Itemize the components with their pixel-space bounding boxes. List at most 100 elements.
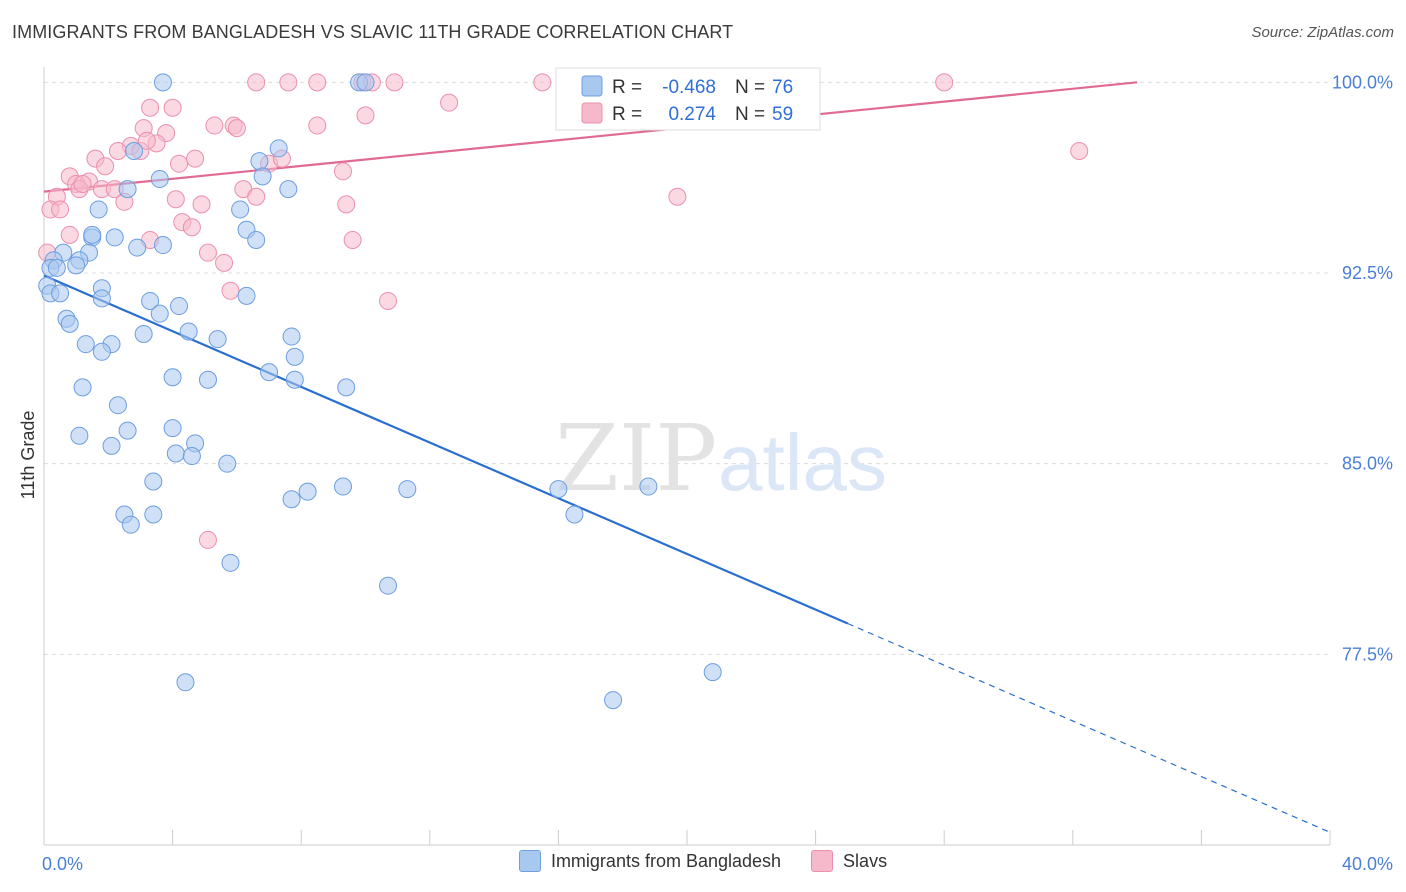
bangladesh-point-23	[47, 258, 66, 277]
bangladesh-point-40	[76, 335, 95, 354]
bangladesh-point-55	[102, 436, 121, 455]
bangladesh-point-29	[92, 289, 111, 308]
bangladesh-point-47	[285, 370, 304, 389]
legend-swatch-bangladesh-bottom	[518, 850, 541, 872]
bangladesh-point-48	[337, 378, 356, 397]
bangladesh-point-64	[639, 477, 658, 496]
y-tick-label-3: 77.5%	[1342, 644, 1393, 664]
bangladesh-point-75	[83, 225, 102, 244]
bangladesh-point-34	[60, 314, 79, 333]
bangladesh-point-14	[105, 228, 124, 247]
bangladesh-point-45	[163, 368, 182, 387]
bangladesh-point-35	[150, 304, 169, 323]
slavs-point-5	[385, 73, 404, 92]
bangladesh-point-59	[298, 482, 317, 501]
bangladesh-point-69	[221, 553, 240, 572]
bangladesh-point-10	[89, 200, 108, 219]
bangladesh-point-5	[250, 152, 269, 171]
slavs-point-7	[935, 73, 954, 92]
bangladesh-point-9	[118, 180, 137, 199]
legend-item-bangladesh: Immigrants from Bangladesh	[518, 850, 782, 872]
bangladesh-point-46	[198, 370, 217, 389]
bangladesh-point-49	[73, 378, 92, 397]
slavs-point-6	[533, 73, 552, 92]
legend-swatch-slavs	[581, 102, 603, 124]
slavs-point-38	[166, 190, 185, 209]
slavs-point-26	[170, 154, 189, 173]
slavs-point-41	[192, 195, 211, 214]
legend-n-value-1: 59	[772, 104, 793, 125]
bangladesh-point-60	[333, 477, 352, 496]
bangladesh-point-52	[118, 421, 137, 440]
slavs-point-44	[51, 200, 70, 219]
slavs-point-40	[337, 195, 356, 214]
series-bangladesh-points	[38, 73, 722, 710]
source-label: Source: ZipAtlas.com	[1251, 24, 1394, 41]
bangladesh-point-44	[260, 363, 279, 382]
legend-item-slavs: Slavs	[811, 850, 887, 872]
bangladesh-point-74	[182, 447, 201, 466]
slavs-point-42	[668, 187, 687, 206]
slavs-point-56	[1070, 141, 1089, 160]
bangladesh-point-57	[218, 454, 237, 473]
legend-swatch-bangladesh	[581, 75, 603, 97]
stats-legend: R = -0.468 N = 76 R = 0.274 N = 59	[555, 67, 821, 131]
bangladesh-point-70	[379, 576, 398, 595]
slavs-point-49	[343, 230, 362, 249]
x-tick-label-0: 0.0%	[42, 854, 83, 874]
y-tick-label-2: 85.0%	[1342, 454, 1393, 474]
legend-n-value-0: 76	[772, 77, 793, 98]
bangladesh-point-28	[51, 284, 70, 303]
bangladesh-point-50	[108, 396, 127, 415]
bangladesh-point-30	[141, 291, 160, 310]
legend-swatch-slavs-bottom	[811, 850, 834, 872]
bangladesh-point-18	[153, 236, 172, 255]
slavs-point-15	[308, 116, 327, 135]
bangladesh-point-32	[237, 286, 256, 305]
y-tick-labels: 100.0% 92.5% 85.0% 77.5%	[1332, 72, 1393, 664]
bangladesh-point-6	[150, 169, 169, 188]
bangladesh-point-68	[121, 515, 140, 534]
y-tick-label-0: 100.0%	[1332, 72, 1393, 92]
bangladesh-point-3	[269, 139, 288, 158]
slavs-point-2	[308, 73, 327, 92]
legend-n-label-0: N =	[735, 77, 765, 98]
trend-line-bangladesh-extension	[847, 622, 1331, 833]
y-axis-label: 11th Grade	[18, 411, 38, 500]
chart-title: IMMIGRANTS FROM BANGLADESH VS SLAVIC 11T…	[12, 22, 734, 42]
bangladesh-point-2	[356, 73, 375, 92]
slavs-point-1	[279, 73, 298, 92]
legend-r-value-0: -0.468	[662, 77, 716, 98]
x-tick-label-1: 40.0%	[1342, 854, 1393, 874]
legend-n-label-1: N =	[735, 104, 765, 125]
slavs-point-51	[198, 243, 217, 262]
bangladesh-point-0	[153, 73, 172, 92]
bangladesh-point-43	[285, 347, 304, 366]
legend-label-bangladesh: Immigrants from Bangladesh	[550, 850, 782, 871]
bangladesh-point-42	[92, 342, 111, 361]
bangladesh-point-8	[279, 180, 298, 199]
bangladesh-point-4	[125, 141, 144, 160]
slavs-point-11	[356, 106, 375, 125]
slavs-point-53	[221, 281, 240, 300]
bangladesh-point-36	[179, 322, 198, 341]
legend-r-value-1: 0.274	[668, 104, 716, 125]
y-tick-label-1: 92.5%	[1342, 263, 1393, 283]
bangladesh-point-71	[176, 673, 195, 692]
bangladesh-point-37	[134, 325, 153, 344]
bangladesh-point-72	[703, 663, 722, 682]
watermark-atlas: atlas	[718, 418, 887, 507]
bangladesh-point-38	[208, 330, 227, 349]
slavs-point-20	[108, 141, 127, 160]
legend-label-slavs: Slavs	[843, 850, 888, 871]
bangladesh-point-39	[282, 327, 301, 346]
bangladesh-point-11	[231, 200, 250, 219]
slavs-point-8	[141, 98, 160, 117]
bangladesh-point-62	[282, 490, 301, 509]
bangladesh-point-53	[70, 426, 89, 445]
x-tick-labels: 0.0% 40.0%	[42, 854, 1393, 874]
bangladesh-point-73	[604, 691, 623, 710]
slavs-point-57	[73, 175, 92, 194]
bangladesh-point-24	[67, 256, 86, 275]
